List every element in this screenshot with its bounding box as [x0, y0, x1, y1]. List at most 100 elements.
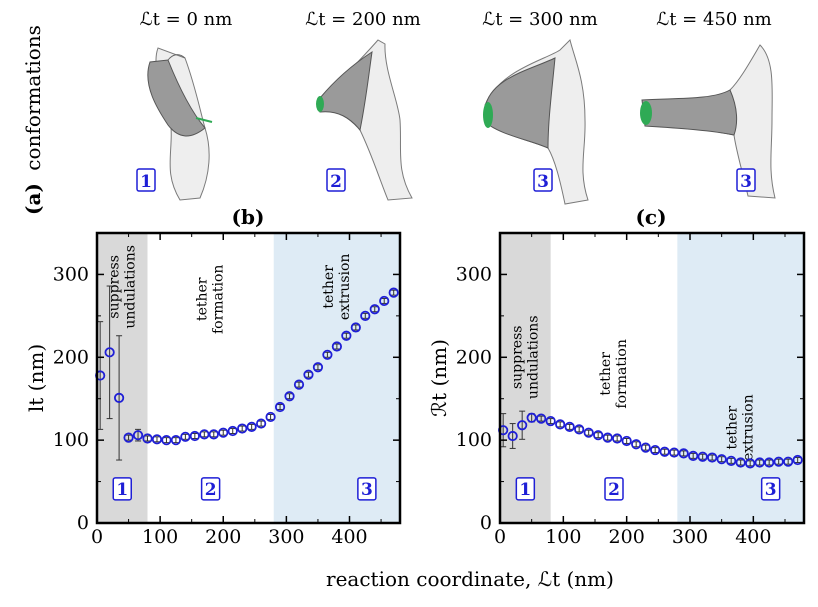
data-point	[237, 423, 248, 434]
region-badge-3: 3	[357, 477, 377, 501]
data-point	[735, 457, 746, 468]
data-point	[369, 304, 380, 315]
region-label-line: extrusion	[741, 394, 757, 461]
region-label-line: undulations	[525, 315, 541, 399]
data-point	[151, 434, 163, 445]
data-point	[773, 456, 784, 467]
x-tick-label: 300	[268, 526, 304, 548]
data-point	[631, 439, 642, 450]
y-axis-label: lt (nm)	[24, 344, 48, 412]
region-badge-box	[357, 477, 377, 501]
x-axis-label: reaction coordinate, ℒt (nm)	[326, 567, 614, 591]
data-point	[350, 322, 361, 333]
region-badge-1: 1	[515, 477, 536, 501]
conformation-badge-2-text: 2	[330, 172, 342, 192]
region-badge-text: 3	[361, 480, 373, 500]
x-tick-label: 200	[609, 526, 645, 548]
region-label-3: tetherextrusion	[725, 394, 757, 461]
region-label-1: suppressundulations	[509, 315, 541, 399]
data-point	[659, 446, 670, 457]
chart-lt: suppressundulations tetherformation tether…	[24, 231, 402, 548]
data-point	[621, 435, 632, 447]
data-point	[274, 401, 286, 413]
region-label-line: formation	[211, 265, 227, 334]
region-band-1	[97, 233, 148, 523]
data-point	[593, 430, 604, 441]
data-point	[564, 421, 575, 432]
region-badge-text: 3	[765, 480, 777, 500]
region-badge-box	[760, 477, 781, 501]
data-point	[142, 433, 153, 444]
region-badge-text: 1	[116, 480, 128, 500]
conformation-shape-3	[483, 39, 589, 205]
data-point	[170, 435, 182, 446]
conformation-badge-3: 3	[533, 168, 553, 192]
data-point	[678, 448, 689, 459]
y-tick-label: 300	[456, 263, 492, 285]
data-point	[517, 420, 528, 431]
svg-text:(a) conformations: (a) conformations	[21, 25, 45, 215]
conformation-badge-1: 1	[136, 168, 156, 192]
x-tick-label: 300	[672, 526, 708, 548]
region-badge-2: 2	[200, 477, 221, 501]
region-band-3	[273, 233, 400, 523]
data-point	[545, 415, 556, 427]
data-point	[104, 347, 115, 358]
data-point	[331, 341, 342, 352]
data-point	[199, 429, 210, 440]
data-point	[754, 457, 765, 468]
data-point	[792, 454, 803, 466]
region-label-line: tether	[195, 277, 211, 321]
y-tick-label: 300	[53, 263, 89, 285]
conformation-badge-1-text: 1	[140, 172, 152, 192]
data-point	[726, 455, 737, 466]
conformation-title-4: ℒt = 450 nm	[656, 9, 771, 30]
panel-a-label: (a)	[21, 183, 45, 215]
region-label-3: tetherextrusion	[321, 254, 353, 321]
region-badge-box	[515, 477, 536, 501]
data-point	[783, 456, 794, 467]
region-badge-text: 2	[205, 480, 217, 500]
data-point	[161, 435, 172, 446]
data-point	[303, 369, 314, 380]
region-badge-text: 2	[608, 480, 620, 500]
data-point	[388, 287, 399, 298]
panel-a-text: conformations	[21, 25, 45, 171]
conformation-badge-4: 3	[736, 168, 756, 192]
y-tick-label: 200	[53, 346, 89, 368]
region-label-2: tetherformation	[598, 339, 630, 408]
region-band-3	[677, 233, 804, 523]
data-point	[265, 411, 276, 423]
region-badge-2: 2	[604, 477, 624, 501]
data-point	[583, 427, 594, 438]
data-point	[132, 430, 144, 441]
data-point	[180, 431, 191, 442]
y-tick-label: 0	[480, 512, 492, 534]
data-point	[246, 421, 257, 432]
data-point	[189, 430, 200, 442]
conformation-title-1: ℒt = 0 nm	[140, 9, 233, 30]
region-label-line: formation	[614, 339, 630, 408]
x-tick-label: 200	[205, 526, 241, 548]
region-badge-box	[604, 477, 624, 501]
y-tick-label: 100	[456, 429, 492, 451]
region-badge-text: 1	[519, 480, 531, 500]
data-point	[256, 418, 267, 429]
panel-c-label: (c)	[635, 205, 666, 229]
region-label-1: suppressundulations	[106, 245, 138, 329]
data-point	[312, 362, 324, 373]
x-tick-label: 100	[545, 526, 581, 548]
panel-b-label: (b)	[232, 205, 265, 229]
chart-rt: suppressundulations tetherformation tether…	[427, 231, 806, 548]
region-label-line: suppress	[106, 255, 122, 318]
x-tick-label: 400	[735, 526, 771, 548]
region-label-line: tether	[321, 265, 337, 309]
data-point	[707, 452, 718, 463]
data-point	[716, 454, 727, 465]
region-badge-1: 1	[112, 477, 132, 501]
data-point	[507, 430, 518, 442]
data-point	[322, 349, 333, 360]
data-point	[218, 427, 229, 438]
data-point	[293, 379, 305, 390]
